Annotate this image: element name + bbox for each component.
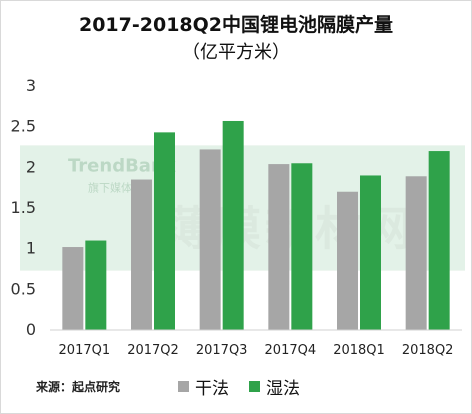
bar-wet: [428, 151, 450, 330]
chart-subtitle: （亿平方米）: [182, 42, 290, 63]
x-tick-label: 2018Q1: [333, 343, 385, 358]
legend-item-dry: 干法: [178, 374, 229, 399]
bar-wet: [360, 175, 381, 330]
x-tick-label: 2017Q2: [127, 343, 179, 358]
watermark-badge: 旗下媒体: [88, 181, 132, 195]
y-tick-label: 0.5: [11, 279, 36, 298]
bar-wet: [222, 120, 244, 331]
legend-label-dry: 干法: [195, 379, 229, 399]
source-note: 来源：起点研究: [36, 380, 121, 394]
x-tick-label: 2017Q1: [59, 343, 111, 358]
legend-item-wet: 湿法: [249, 374, 300, 399]
y-tick-label: 3: [26, 76, 36, 95]
legend-swatch-dry: [178, 381, 189, 392]
bar-dry: [268, 164, 290, 330]
bar-dry: [405, 176, 427, 330]
bar-wet: [85, 240, 107, 330]
bar-wet: [291, 163, 313, 330]
x-tick-label: 2017Q4: [265, 343, 317, 358]
y-tick-label: 2: [26, 157, 36, 176]
chart-title: 2017-2018Q2中国锂电池隔膜产量: [78, 14, 394, 36]
y-tick-label: 2.5: [11, 117, 36, 136]
x-tick-label: 2018Q2: [402, 343, 454, 358]
bar-dry: [337, 191, 358, 330]
bar-dry: [131, 179, 152, 330]
y-tick-label: 0: [26, 320, 36, 339]
y-tick-label: 1: [26, 239, 36, 258]
legend-swatch-wet: [249, 381, 260, 392]
y-tick-label: 1.5: [11, 198, 36, 217]
watermark-brand: TrendBank: [68, 155, 177, 176]
bar-dry: [62, 247, 84, 330]
bar-wet: [154, 132, 175, 330]
bar-dry: [199, 149, 221, 330]
legend: 干法 湿法: [178, 374, 314, 399]
legend-label-wet: 湿法: [266, 379, 300, 399]
x-tick-label: 2017Q3: [196, 343, 248, 358]
